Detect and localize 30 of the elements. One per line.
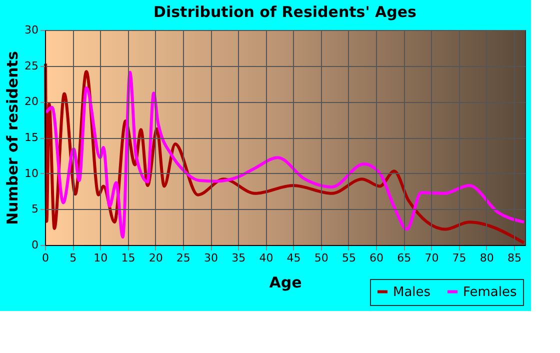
- y-tick-label: 25: [24, 59, 38, 72]
- legend-label: Males: [393, 284, 431, 300]
- legend-label: Females: [463, 284, 518, 300]
- x-tick-label: 35: [232, 252, 246, 264]
- x-tick-label: 50: [314, 252, 328, 264]
- x-tick-label: 30: [204, 252, 218, 264]
- x-tick-label: 25: [176, 252, 190, 264]
- y-tick-label: 30: [24, 24, 38, 36]
- x-tick-label: 45: [286, 252, 301, 264]
- y-tick-label: 5: [32, 202, 38, 216]
- x-tick-label: 0: [42, 252, 49, 264]
- x-tick-label: 10: [94, 252, 108, 264]
- x-tick-label: 85: [507, 252, 522, 264]
- y-tick-label: 15: [24, 131, 38, 144]
- y-tick-label: 10: [24, 166, 38, 180]
- y-tick-label: 20: [24, 95, 38, 108]
- x-tick-label: 65: [397, 252, 412, 264]
- chart-title: Distribution of Residents' Ages: [154, 3, 417, 21]
- x-tick-label: 70: [424, 252, 439, 264]
- y-tick-label: 0: [32, 238, 38, 252]
- y-axis-title: Number of residents: [4, 51, 22, 225]
- x-tick-label: 15: [121, 252, 136, 264]
- x-tick-label: 80: [480, 252, 494, 264]
- x-tick-label: 60: [370, 252, 384, 264]
- x-tick-label: 5: [70, 252, 77, 264]
- x-tick-label: 20: [148, 252, 163, 264]
- x-tick-label: 55: [342, 252, 356, 264]
- x-axis-title: Age: [269, 274, 302, 292]
- x-tick-label: 75: [452, 252, 466, 264]
- x-tick-label: 40: [259, 252, 274, 264]
